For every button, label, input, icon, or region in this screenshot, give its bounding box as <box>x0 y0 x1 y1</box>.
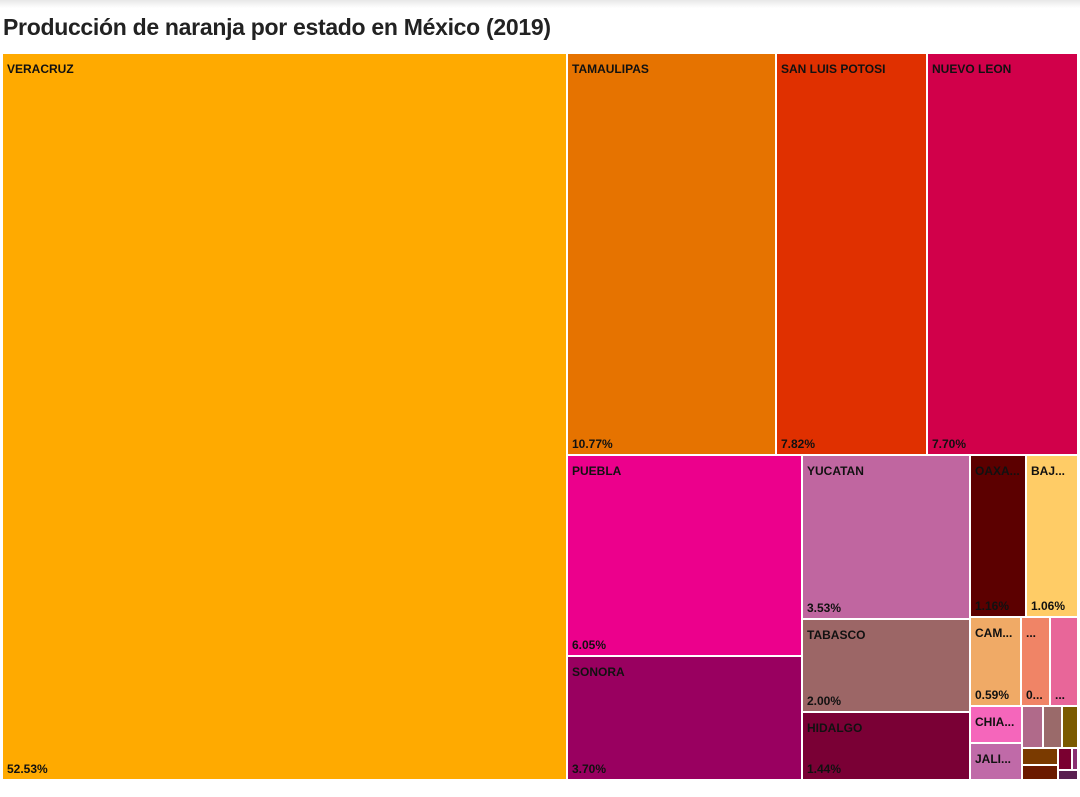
treemap-cell[interactable]: BAJ... 1.06% <box>1026 455 1078 617</box>
cell-label: JALI... <box>975 752 1012 766</box>
cell-label: SAN LUIS POTOSI <box>781 62 886 76</box>
cell-label: CAM... <box>975 626 1013 640</box>
treemap-cell[interactable]: SAN LUIS POTOSI 7.82% <box>776 53 927 455</box>
treemap-cell[interactable] <box>1022 706 1043 748</box>
cell-label: HIDALGO <box>807 721 863 735</box>
cell-label: TAMAULIPAS <box>572 62 649 76</box>
treemap-cell[interactable]: ... <box>1050 617 1078 706</box>
treemap-cell[interactable]: YUCATAN 3.53% <box>802 455 970 619</box>
treemap-cell[interactable]: TABASCO 2.00% <box>802 619 970 712</box>
treemap-cell[interactable]: OAXA... 1.16% <box>970 455 1026 617</box>
cell-value: 1.06% <box>1031 599 1066 613</box>
cell-value: 2.00% <box>807 694 842 708</box>
cell-value: 52.53% <box>7 762 48 776</box>
cell-value: 1.16% <box>975 599 1010 613</box>
treemap-cell[interactable]: HIDALGO 1.44% <box>802 712 970 780</box>
cell-label: VERACRUZ <box>7 62 74 76</box>
treemap-cell[interactable] <box>1043 706 1062 748</box>
cell-value: 7.82% <box>781 437 816 451</box>
treemap-cell[interactable] <box>1022 765 1058 780</box>
treemap-cell[interactable]: NUEVO LEON 7.70% <box>927 53 1078 455</box>
treemap-cell[interactable] <box>1072 748 1078 770</box>
treemap-cell[interactable] <box>1058 748 1072 770</box>
treemap-cell[interactable]: JALI... <box>970 743 1022 780</box>
cell-value: 7.70% <box>932 437 967 451</box>
treemap-cell[interactable]: SONORA 3.70% <box>567 656 802 780</box>
chart-title: Producción de naranja por estado en Méxi… <box>3 14 551 40</box>
cell-value: 1.44% <box>807 762 842 776</box>
cell-label: OAXA... <box>975 464 1020 478</box>
treemap-cell[interactable]: TAMAULIPAS 10.77% <box>567 53 776 455</box>
cell-value: 3.53% <box>807 601 842 615</box>
cell-label: BAJ... <box>1031 464 1066 478</box>
treemap-cell[interactable]: PUEBLA 6.05% <box>567 455 802 656</box>
cell-value: ... <box>1055 688 1066 702</box>
treemap-cell[interactable]: ... 0... <box>1021 617 1050 706</box>
cell-label: NUEVO LEON <box>932 62 1012 76</box>
treemap-cell[interactable] <box>1022 748 1058 765</box>
cell-value: 0.59% <box>975 688 1010 702</box>
cell-value: 6.05% <box>572 638 607 652</box>
treemap-cell[interactable] <box>1058 770 1078 780</box>
treemap-cell[interactable] <box>1062 706 1078 748</box>
treemap-cell[interactable]: VERACRUZ 52.53% <box>2 53 567 780</box>
cell-label: YUCATAN <box>807 464 864 478</box>
treemap-cell[interactable]: CHIA... <box>970 706 1022 743</box>
treemap-cell[interactable]: CAM... 0.59% <box>970 617 1021 706</box>
cell-label: PUEBLA <box>572 464 622 478</box>
cell-label: SONORA <box>572 665 625 679</box>
cell-value: 3.70% <box>572 762 607 776</box>
top-shadow <box>0 0 1080 8</box>
cell-label: TABASCO <box>807 628 866 642</box>
cell-value: 10.77% <box>572 437 613 451</box>
cell-label: ... <box>1026 626 1037 640</box>
cell-label: CHIA... <box>975 715 1015 729</box>
cell-value: 0... <box>1026 688 1043 702</box>
